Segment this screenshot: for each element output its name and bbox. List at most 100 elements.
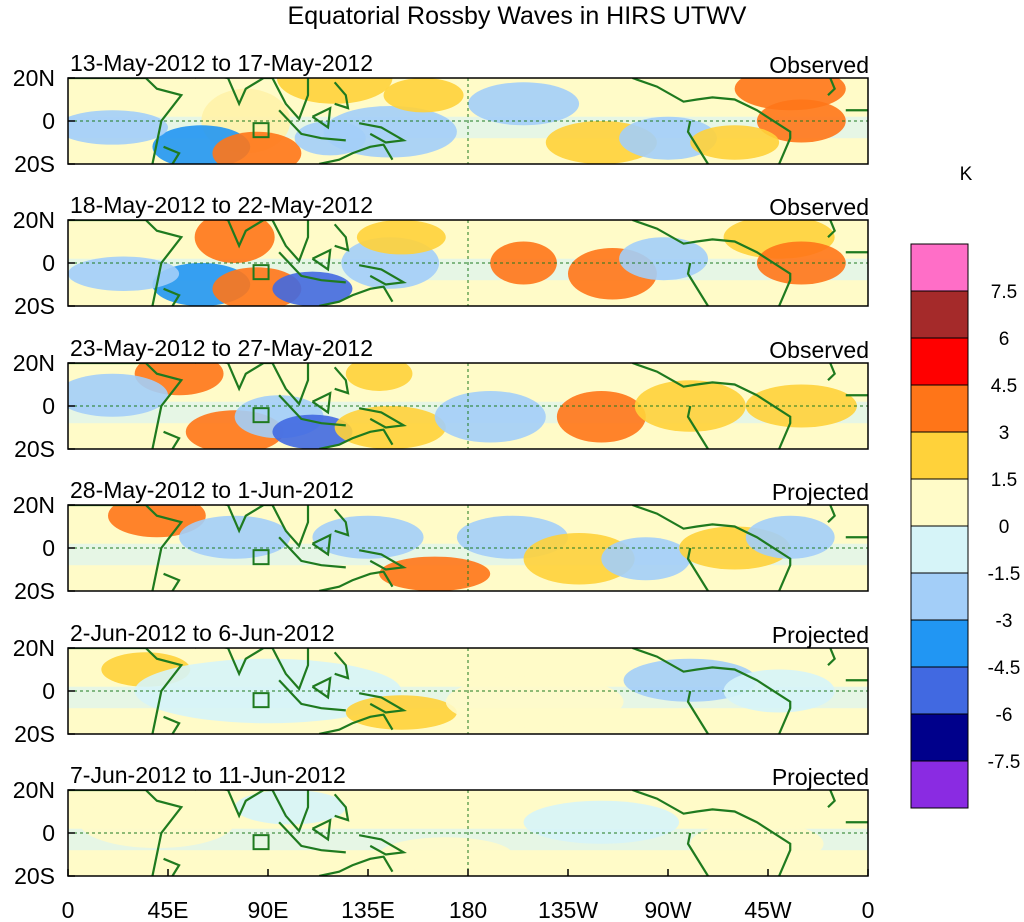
longitude-tick-label: 135W bbox=[538, 897, 598, 922]
anomaly-blob bbox=[345, 695, 457, 730]
panel-status: Projected bbox=[772, 622, 869, 648]
panel-status: Observed bbox=[769, 337, 869, 363]
coastline bbox=[333, 651, 350, 680]
panel-date-range: 28-May-2012 to 1-Jun-2012 bbox=[70, 477, 354, 503]
latitude-tick-label: 0 bbox=[42, 820, 55, 846]
colorbar-swatch bbox=[910, 243, 969, 292]
coastline bbox=[311, 818, 332, 842]
coastline bbox=[318, 428, 394, 449]
coastline bbox=[686, 405, 709, 449]
anomaly-blob bbox=[523, 532, 635, 585]
panel-status: Observed bbox=[769, 194, 869, 220]
anomaly-blob bbox=[523, 800, 680, 844]
colorbar-level-label: -1.5 bbox=[988, 564, 1021, 585]
colorbar-swatch bbox=[910, 478, 969, 527]
latitude-tick-label: 20S bbox=[14, 151, 55, 177]
anomaly-blob bbox=[79, 796, 235, 849]
panel-date-range: 18-May-2012 to 22-May-2012 bbox=[70, 192, 373, 218]
anomaly-blob bbox=[108, 505, 206, 538]
anomaly-blob bbox=[68, 373, 168, 417]
latitude-tick-label: 20S bbox=[14, 436, 55, 462]
coastline bbox=[194, 78, 310, 121]
map-panel: 7-Jun-2012 to 11-Jun-2012 Projected 20N 0 20… bbox=[13, 762, 869, 889]
coastline bbox=[194, 648, 310, 691]
latitude-tick-label: 20S bbox=[14, 863, 55, 889]
latitude-tick-label: 20S bbox=[14, 293, 55, 319]
longitude-tick-label: 135E bbox=[341, 897, 395, 922]
colorbar-level-label: -7.5 bbox=[988, 752, 1021, 773]
coastline bbox=[278, 821, 346, 854]
anomaly-blob bbox=[556, 390, 646, 443]
latitude-tick-label: 20N bbox=[13, 492, 55, 518]
panel-date-range: 7-Jun-2012 to 11-Jun-2012 bbox=[70, 762, 346, 788]
coastline bbox=[163, 572, 181, 591]
latitude-tick-label: 0 bbox=[42, 108, 55, 134]
latitude-tick-label: 20S bbox=[14, 578, 55, 604]
anomaly-blob bbox=[634, 380, 746, 432]
latitude-tick-label: 20N bbox=[13, 777, 55, 803]
colorbar-swatch bbox=[910, 666, 969, 715]
coastline bbox=[194, 505, 310, 548]
colorbar-level-label: -4.5 bbox=[988, 658, 1021, 679]
coastline bbox=[827, 78, 836, 96]
colorbar-swatch bbox=[910, 384, 969, 433]
anomaly-blob bbox=[445, 675, 624, 728]
latitude-tick-label: 20N bbox=[13, 65, 55, 91]
latitude-tick-label: 0 bbox=[42, 535, 55, 561]
anomaly-blob bbox=[383, 78, 464, 113]
coastline bbox=[68, 78, 184, 164]
anomaly-blob bbox=[619, 237, 708, 281]
colorbar-level-label: 6 bbox=[999, 329, 1010, 350]
latitude-tick-label: 0 bbox=[42, 678, 55, 704]
longitude-tick-label: 90E bbox=[248, 897, 289, 922]
coastline bbox=[311, 106, 332, 130]
coastline bbox=[278, 251, 346, 284]
anomaly-blob bbox=[68, 110, 168, 145]
anomaly-blob bbox=[356, 220, 446, 255]
colorbar-level-label: 0 bbox=[999, 517, 1010, 538]
coastline bbox=[333, 366, 350, 395]
longitude-tick-label: 45W bbox=[744, 897, 792, 922]
coastline bbox=[827, 220, 836, 238]
coastline bbox=[318, 143, 394, 164]
coastline bbox=[358, 549, 407, 571]
anomaly-blob bbox=[690, 125, 780, 160]
longitude-tick-label: 180 bbox=[449, 897, 487, 922]
region-box-marker bbox=[252, 122, 270, 139]
coastline bbox=[358, 692, 407, 714]
coastline bbox=[358, 834, 407, 856]
region-box-marker bbox=[252, 407, 270, 424]
colorbar-level-label: 4.5 bbox=[991, 376, 1017, 397]
map-panel: 23-May-2012 to 27-May-2012 Observed 20N 0 20… bbox=[13, 335, 869, 462]
colorbar-swatch bbox=[910, 337, 969, 386]
coastline bbox=[632, 220, 792, 306]
panel-date-range: 13-May-2012 to 17-May-2012 bbox=[70, 50, 373, 76]
coastline bbox=[163, 145, 181, 164]
region-box-marker bbox=[252, 834, 270, 851]
map-panel: 28-May-2012 to 1-Jun-2012 Projected 20N 0 20… bbox=[13, 477, 869, 604]
colorbar-swatch bbox=[910, 431, 969, 480]
coastline bbox=[358, 264, 407, 286]
coastline bbox=[686, 120, 709, 164]
coastline bbox=[311, 391, 332, 415]
coastline bbox=[68, 790, 184, 876]
anomaly-blob bbox=[212, 131, 302, 164]
longitude-tick-label: 45E bbox=[148, 897, 189, 922]
coastline bbox=[68, 363, 184, 449]
panel-status: Projected bbox=[772, 764, 869, 790]
colorbar-swatch bbox=[910, 290, 969, 339]
latitude-tick-label: 20N bbox=[13, 350, 55, 376]
colorbar-level-label: 1.5 bbox=[991, 470, 1017, 491]
coastline bbox=[278, 536, 346, 569]
panel-status: Observed bbox=[769, 52, 869, 78]
colorbar-unit: K bbox=[960, 164, 973, 185]
coastline bbox=[68, 220, 184, 306]
coastline bbox=[194, 220, 310, 263]
colorbar-swatch bbox=[910, 713, 969, 762]
coastline bbox=[318, 285, 394, 306]
coastline bbox=[632, 790, 792, 876]
anomaly-blob bbox=[194, 220, 275, 263]
coastline bbox=[194, 363, 310, 406]
coastline bbox=[827, 505, 836, 523]
